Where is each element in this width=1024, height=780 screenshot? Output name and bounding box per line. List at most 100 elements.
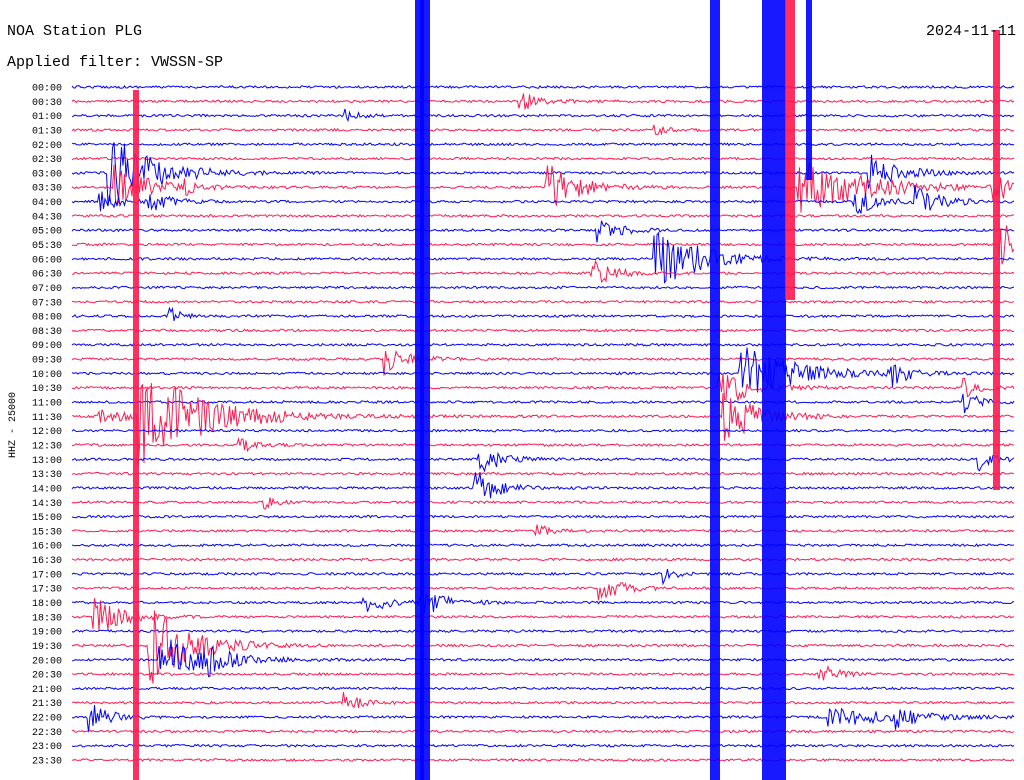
row-label: 14:30 (32, 499, 62, 510)
trace (71, 610, 1015, 684)
saturated-signal (806, 0, 812, 180)
trace (71, 471, 1015, 476)
row-label: 04:30 (32, 212, 62, 223)
trace (71, 259, 1015, 284)
trace (71, 393, 1015, 414)
row-label: 08:00 (32, 313, 62, 324)
row-label: 21:00 (32, 685, 62, 696)
trace (71, 692, 1015, 709)
trace (71, 162, 1015, 213)
row-label: 18:00 (32, 599, 62, 610)
trace (71, 142, 1015, 205)
row-label: 22:00 (32, 714, 62, 725)
trace (71, 349, 1015, 376)
row-label: 06:30 (32, 270, 62, 281)
row-label: 11:00 (32, 399, 62, 410)
row-label: 03:00 (32, 169, 62, 180)
row-label: 22:30 (32, 728, 62, 739)
trace (71, 373, 1015, 402)
saturated-signal (762, 0, 786, 780)
filter-label: Applied filter: VWSSN-SP (7, 54, 223, 71)
saturated-signal (993, 30, 1000, 490)
trace (71, 704, 1015, 733)
trace (71, 184, 1015, 215)
trace (71, 639, 1015, 678)
row-label: 16:30 (32, 556, 62, 567)
trace (71, 686, 1015, 691)
trace (71, 84, 1015, 89)
date: 2024-11-11 (926, 23, 1016, 40)
trace (71, 124, 1015, 136)
row-label: 07:30 (32, 298, 62, 309)
trace (71, 598, 1015, 631)
row-label: 11:30 (32, 413, 62, 424)
trace (71, 142, 1015, 147)
row-label: 01:30 (32, 126, 62, 137)
row-label: 02:00 (32, 141, 62, 152)
row-label: 05:30 (32, 241, 62, 252)
trace (71, 347, 1015, 393)
station-title: NOA Station PLG (7, 23, 142, 40)
row-label: 04:00 (32, 198, 62, 209)
trace (71, 557, 1015, 562)
trace (71, 231, 1015, 284)
trace (71, 225, 1015, 265)
row-label: 10:00 (32, 370, 62, 381)
row-label: 16:00 (32, 542, 62, 553)
traces (71, 0, 1015, 780)
trace (71, 342, 1015, 347)
trace (71, 664, 1015, 681)
trace (71, 524, 1015, 537)
row-label: 18:30 (32, 613, 62, 624)
row-label: 09:30 (32, 356, 62, 367)
row-label: 02:30 (32, 155, 62, 166)
row-label: 12:00 (32, 427, 62, 438)
trace (71, 285, 1015, 290)
row-label: 23:30 (32, 757, 62, 768)
trace (71, 437, 1015, 453)
trace (71, 156, 1015, 161)
trace (71, 729, 1015, 734)
trace (71, 328, 1014, 333)
row-label: 21:30 (32, 699, 62, 710)
row-label: 20:00 (32, 656, 62, 667)
row-label: 00:00 (32, 84, 62, 95)
row-label: 14:00 (32, 484, 62, 495)
trace (71, 306, 1015, 322)
axis-label: HHZ - 25000 (8, 392, 19, 458)
row-label: 06:00 (32, 255, 62, 266)
row-label: 17:00 (32, 570, 62, 581)
trace (71, 213, 1015, 218)
row-label: 00:30 (32, 98, 62, 109)
row-label: 15:30 (32, 527, 62, 538)
trace (71, 543, 1015, 548)
saturated-signal (133, 90, 139, 780)
row-label: 01:00 (32, 112, 62, 123)
row-label: 05:00 (32, 227, 62, 238)
trace (71, 93, 1015, 110)
row-label: 13:00 (32, 456, 62, 467)
saturated-signal (420, 0, 424, 780)
trace (71, 514, 1015, 519)
row-label: 10:30 (32, 384, 62, 395)
trace (71, 743, 1015, 748)
row-label: 03:30 (32, 184, 62, 195)
row-label: 07:00 (32, 284, 62, 295)
trace (71, 108, 1015, 123)
row-label: 19:30 (32, 642, 62, 653)
trace (71, 588, 1015, 614)
row-label: 08:30 (32, 327, 62, 338)
trace (71, 757, 1015, 763)
row-label: 23:00 (32, 742, 62, 753)
trace (71, 428, 1015, 433)
row-label: 13:30 (32, 470, 62, 481)
trace (71, 582, 1015, 601)
trace (71, 220, 1015, 243)
trace (71, 451, 1015, 473)
row-label: 15:00 (32, 513, 62, 524)
trace (71, 383, 1015, 467)
row-label: 17:30 (32, 585, 62, 596)
row-label: 09:00 (32, 341, 62, 352)
trace (71, 497, 1015, 510)
